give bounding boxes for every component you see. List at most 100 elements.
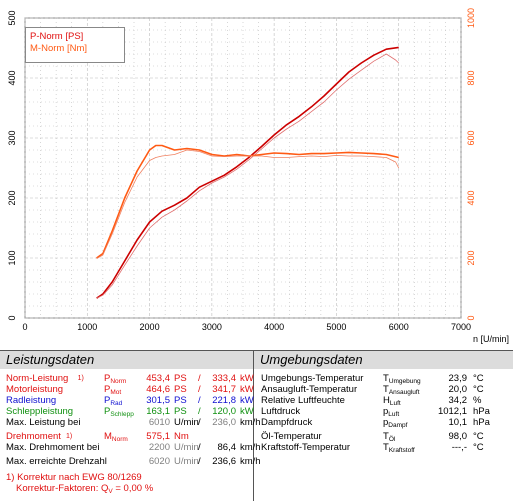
row-value: 20,0 [448, 384, 468, 395]
legend-entry-torque: M-Norm [Nm] [30, 43, 87, 54]
symbol: TÖl [383, 431, 396, 443]
row-label: Luftdruck [261, 406, 301, 417]
series-line-power-uncorrected [96, 53, 399, 299]
row-unit-2: kW [240, 395, 254, 406]
legend-entry-power: P-Norm [PS] [30, 31, 84, 42]
x-tick-label: 2000 [140, 322, 160, 332]
row-unit: °C [473, 442, 484, 453]
y-left-tick-label: 200 [7, 190, 17, 205]
footnote-mark: 1) [77, 375, 84, 382]
chart-legend: P-Norm [PS] M-Norm [Nm] [25, 27, 125, 63]
row-label: Schleppleistung [6, 406, 74, 417]
row-value-2: 333,4 [212, 373, 236, 384]
data-table: Leistungsdaten Umgebungsdaten Norm-Leist… [0, 350, 513, 501]
row-value-1: 301,5 [146, 395, 170, 406]
leistung-row: Schleppleistung PSchlepp 163,1 PS / 120,0 kW [6, 406, 256, 418]
row-value: 1012,1 [437, 406, 467, 417]
row-unit-2: kW [240, 373, 254, 384]
row-value-2: 120,0 [212, 406, 236, 417]
row-separator: / [198, 406, 201, 417]
row-unit-1: PS [174, 373, 187, 384]
symbol: PMot [104, 384, 122, 396]
row-separator: / [198, 417, 201, 428]
section-title-umgebungsdaten: Umgebungsdaten [254, 351, 513, 369]
row-unit: % [473, 395, 482, 406]
y-right-tick-label: 1000 [466, 8, 476, 28]
row-unit-1: U/min [174, 442, 199, 453]
row-unit-1: PS [174, 406, 187, 417]
power-torque-chart: 0 1000 2000 3000 4000 5000 6000 700001002003004… [7, 8, 509, 344]
row-unit-2: km/h [240, 417, 261, 428]
row-value-1: 575,1 [146, 431, 170, 442]
x-tick-label: 3000 [202, 322, 222, 332]
symbol: pLuft [383, 406, 400, 418]
umgebung-row: Kraftstoff-Temperatur TKraftstoff ---,- °C [261, 442, 511, 454]
y-left-tick-label: 500 [7, 10, 17, 25]
row-label: Relative Luftfeuchte [261, 395, 345, 406]
torque-row: Drehmoment 1) MNorm 575,1 Nm [6, 431, 256, 443]
x-tick-label: 0 [22, 322, 27, 332]
x-tick-label: 5000 [326, 322, 346, 332]
umgebung-row: Relative Luftfeuchte HLuft 34,2% [261, 395, 511, 407]
row-unit-2: kW [240, 384, 254, 395]
symbol: MNorm [104, 431, 128, 443]
y-left-tick-label: 400 [7, 70, 17, 85]
row-value: ---,- [451, 442, 467, 453]
row-separator: / [198, 373, 201, 384]
row-value-1: 163,1 [146, 406, 170, 417]
row-label: Umgebungs-Temperatur [261, 373, 364, 384]
row-label: Max. Leistung bei [6, 417, 81, 428]
row-value-2: 86,4 [217, 442, 237, 453]
umgebung-row: Dampfdruck pDampf 10,1 hPa [261, 417, 511, 429]
row-label: Drehmoment [6, 431, 61, 442]
leistung-row: Motorleistung PMot 464,6 PS / 341,7 kW [6, 384, 256, 396]
y-right-tick-label: 200 [466, 250, 476, 265]
row-unit-1: PS [174, 384, 187, 395]
y-right-tick-label: 800 [466, 70, 476, 85]
row-unit: hPa [473, 406, 490, 417]
row-separator: / [198, 456, 201, 467]
row-label: Ansaugluft-Temperatur [261, 384, 358, 395]
row-label: Motorleistung [6, 384, 64, 395]
symbol: PNorm [104, 373, 127, 385]
row-label: Max. erreichte Drehzahl [6, 456, 107, 467]
torque-at-row: Max. Drehmoment bei 2200 U/min/ 86,4 km/h [6, 442, 261, 454]
x-tick-label: 7000 [451, 322, 471, 332]
row-unit-1: Nm [174, 431, 189, 442]
footnote-mark: 1) [66, 433, 73, 440]
row-unit-1: PS [174, 395, 187, 406]
row-unit: °C [473, 373, 484, 384]
row-label: Dampfdruck [261, 417, 313, 428]
y-right-tick-label: 600 [466, 130, 476, 145]
row-label: Norm-Leistung [6, 373, 69, 384]
row-label: Max. Drehmoment bei [6, 442, 100, 453]
y-left-tick-label: 300 [7, 130, 17, 145]
row-separator: / [198, 384, 201, 395]
section-title-leistungsdaten: Leistungsdaten [0, 351, 253, 369]
row-unit: °C [473, 431, 484, 442]
row-value-2: 341,7 [212, 384, 236, 395]
symbol: TUmgebung [383, 373, 421, 385]
chart-grid [24, 17, 462, 319]
symbol: PSchlepp [104, 406, 134, 418]
symbol: pDampf [383, 417, 408, 429]
umgebung-row: Luftdruck pLuft 1012,1 hPa [261, 406, 511, 418]
row-value: 34,2 [448, 395, 468, 406]
row-unit: hPa [473, 417, 490, 428]
plot-area [24, 17, 462, 319]
chart-series [96, 46, 400, 299]
row-value: 98,0 [448, 431, 468, 442]
row-value-1: 464,6 [146, 384, 170, 395]
footnote-1: 1) Korrektur nach EWG 80/1269 [6, 472, 256, 484]
row-separator: / [198, 442, 201, 453]
row-unit-2: kW [240, 406, 254, 417]
max-rpm-row: Max. erreichte Drehzahl 6020 U/min/ 236,6 km… [6, 456, 261, 468]
symbol: PRad [104, 395, 123, 407]
row-value-2: 221,8 [212, 395, 236, 406]
series-line-power [96, 46, 399, 299]
symbol: TKraftstoff [383, 442, 415, 454]
x-tick-label: 1000 [77, 322, 97, 332]
y-left-tick-label: 100 [7, 250, 17, 265]
row-value-2: 236,6 [212, 456, 236, 467]
symbol: TAnsaugluft [383, 384, 420, 396]
